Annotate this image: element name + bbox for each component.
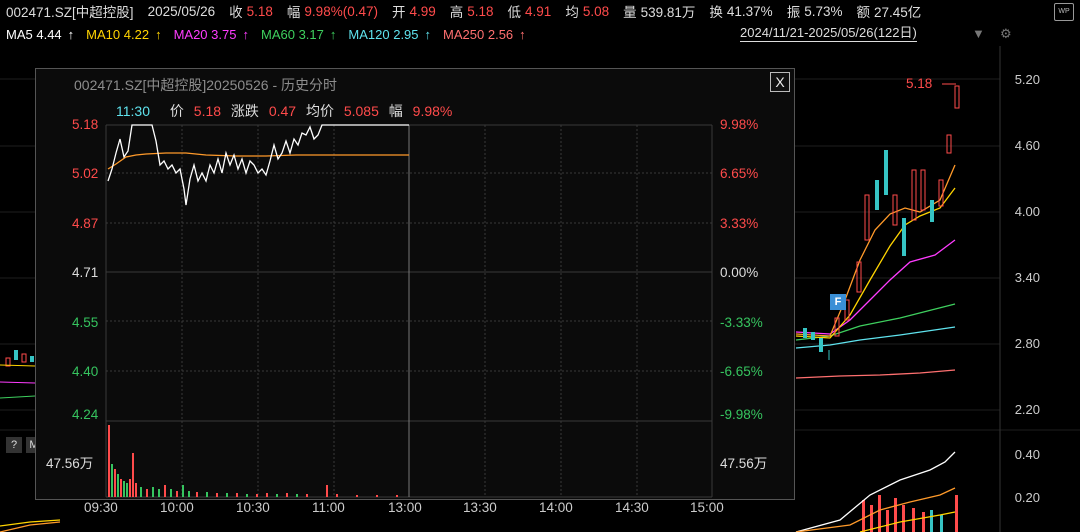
close-button[interactable]: X xyxy=(770,72,790,92)
turnover-value: 41.37% xyxy=(726,3,773,19)
price-axis-label: 5.02 xyxy=(72,166,99,181)
kline-axis-label: 2.80 xyxy=(1014,336,1040,351)
help-icon[interactable]: ? xyxy=(6,437,22,453)
amount-label: 额 xyxy=(856,5,870,20)
gear-icon[interactable]: ⚙ xyxy=(1000,26,1012,41)
ma10-item: MA10 4.22 ↑ xyxy=(86,26,162,42)
pct-axis-label: -9.98% xyxy=(720,407,763,422)
amplitude-label: 振 xyxy=(786,5,801,20)
ma-legend: MA5 4.44 ↑ MA10 4.22 ↑ MA20 3.75 ↑ MA60 3.1… xyxy=(0,24,1080,44)
time-axis-label: 14:30 xyxy=(615,500,649,515)
price-axis-label: 4.87 xyxy=(72,216,99,231)
volume-axis-label: 0.20 xyxy=(1014,490,1040,505)
amount-value: 27.45亿 xyxy=(873,5,922,20)
f-badge[interactable]: F xyxy=(830,294,846,310)
popup-title: 002471.SZ[中超控股]20250526 - 历史分时 xyxy=(74,77,338,93)
pct-axis-label: -6.65% xyxy=(720,364,763,379)
kline-axis-label: 5.20 xyxy=(1014,72,1040,87)
avg-value: 5.085 xyxy=(343,103,379,119)
cursor-time: 11:30 xyxy=(116,103,150,119)
price-axis-label: 5.18 xyxy=(72,117,99,132)
time-axis-label: 13:00 xyxy=(388,500,422,515)
kline-axis-label: 3.40 xyxy=(1014,270,1040,285)
ma5-item: MA5 4.44 ↑ xyxy=(6,26,75,42)
high-value: 5.18 xyxy=(467,3,494,19)
triangle-down-icon[interactable]: ▼ xyxy=(972,26,985,41)
pct-axis-label: 9.98% xyxy=(720,117,759,132)
kline-axis-label: 2.20 xyxy=(1014,402,1040,417)
open-value: 4.99 xyxy=(409,3,436,19)
pct-label: 幅 xyxy=(388,103,403,119)
time-axis-label: 13:30 xyxy=(463,500,497,515)
ma60-item: MA60 3.17 ↑ xyxy=(260,26,337,42)
close-label: 收 xyxy=(229,5,243,20)
volume-value: 539.81万 xyxy=(640,5,696,20)
time-axis-label: 11:00 xyxy=(312,500,345,515)
volume-axis-label: 0.40 xyxy=(1014,447,1040,462)
high-label: 高 xyxy=(449,5,464,20)
pct-value: 9.98% xyxy=(412,103,453,119)
price-axis-label: 4.55 xyxy=(72,315,99,330)
date-range[interactable]: 2024/11/21-2025/05/26(122日) xyxy=(740,25,917,42)
close-value: 5.18 xyxy=(246,3,273,19)
pct-axis-label: -3.33% xyxy=(720,315,763,330)
kline-axis-label: 4.00 xyxy=(1014,204,1040,219)
amplitude-value: 5.73% xyxy=(804,3,843,19)
avg-value: 5.08 xyxy=(582,3,610,19)
intraday-popup: 002471.SZ[中超控股]20250526 - 历史分时 X 11:30 价… xyxy=(35,68,795,500)
chg-value: 0.47 xyxy=(268,103,297,119)
avg-label: 均 xyxy=(565,5,579,20)
volume-max-label: 47.56万 xyxy=(46,456,94,471)
change-value: 9.98%(0.47) xyxy=(304,3,378,19)
current-price-marker: 5.18 xyxy=(906,76,933,91)
intraday-chart[interactable] xyxy=(36,69,796,501)
time-axis-label: 14:00 xyxy=(539,500,573,515)
stock-code[interactable]: 002471.SZ[中超控股] xyxy=(6,5,134,20)
wp-badge[interactable]: WP xyxy=(1054,3,1074,21)
ma120-item: MA120 2.95 ↑ xyxy=(348,26,432,42)
avg-label: 均价 xyxy=(305,103,334,119)
ma250-item: MA250 2.56 ↑ xyxy=(443,26,526,42)
price-axis-label: 4.24 xyxy=(72,407,99,422)
cursor-info: 11:30 价 5.18 涨跌 0.47 均价 5.085 幅 9.98% xyxy=(116,101,458,121)
low-label: 低 xyxy=(507,5,522,20)
price-value: 5.18 xyxy=(193,103,222,119)
time-axis-label: 10:30 xyxy=(236,500,270,515)
open-label: 开 xyxy=(391,5,406,20)
kline-axis-label: 4.60 xyxy=(1014,138,1040,153)
turnover-label: 换 xyxy=(709,5,723,20)
quote-date: 2025/05/26 xyxy=(147,3,216,19)
time-axis-label: 09:30 xyxy=(84,500,118,515)
chg-label: 涨跌 xyxy=(230,103,259,119)
volume-label: 量 xyxy=(623,5,637,20)
price-axis-label: 4.71 xyxy=(72,265,99,280)
price-label: 价 xyxy=(169,103,184,119)
change-label: 幅 xyxy=(286,5,301,20)
ma20-item: MA20 3.75 ↑ xyxy=(173,26,249,42)
pct-axis-label: 0.00% xyxy=(720,265,759,280)
pct-axis-label: 3.33% xyxy=(720,216,759,231)
low-value: 4.91 xyxy=(525,3,552,19)
price-axis-label: 4.40 xyxy=(72,364,99,379)
volume-max-label: 47.56万 xyxy=(720,456,768,471)
quote-bar: 002471.SZ[中超控股] 2025/05/26 收 5.18 幅 9.98%(… xyxy=(0,0,1080,22)
time-axis-label: 10:00 xyxy=(160,500,194,515)
time-axis-label: 15:00 xyxy=(690,500,724,515)
pct-axis-label: 6.65% xyxy=(720,166,759,181)
